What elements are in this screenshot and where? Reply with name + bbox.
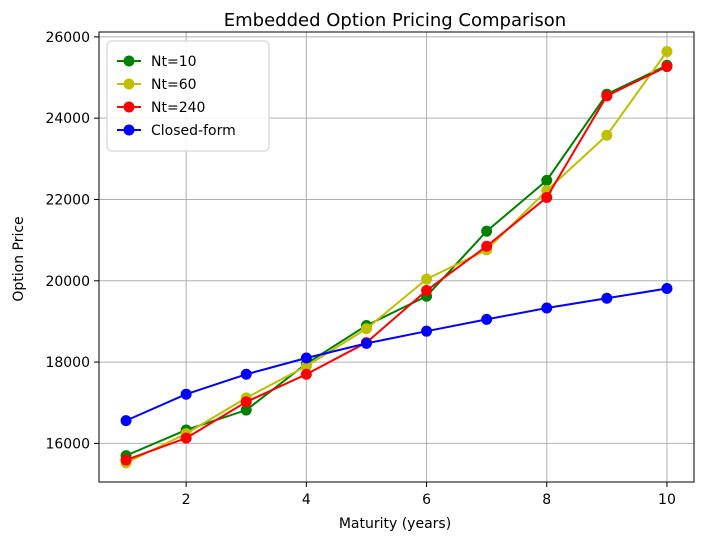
y-tick-label: 20000 <box>45 274 90 290</box>
y-tick-label: 22000 <box>45 192 90 208</box>
data-point-nt-10 <box>541 174 553 186</box>
data-point-closed-form <box>481 313 493 325</box>
y-tick-label: 24000 <box>45 111 90 127</box>
data-point-nt-240 <box>120 454 132 466</box>
x-axis-label: Maturity (years) <box>339 516 451 532</box>
legend-label-nt-60: Nt=60 <box>151 77 197 93</box>
series-line-closed-form <box>125 287 668 422</box>
y-axis-label: Option Price <box>11 216 27 301</box>
series-line-nt-240 <box>125 65 668 462</box>
data-point-nt-240 <box>180 432 192 444</box>
legend-marker-nt-240 <box>123 101 135 113</box>
grid-lines <box>99 32 694 482</box>
data-point-nt-60 <box>421 273 433 285</box>
data-point-closed-form <box>360 337 372 349</box>
legend: Nt=10 Nt=60 Nt=240 Closed-form <box>106 40 270 152</box>
series-line-nt-60 <box>125 50 668 464</box>
plot-frame <box>98 31 695 483</box>
data-point-nt-240 <box>601 90 613 102</box>
data-point-closed-form <box>180 388 192 400</box>
x-tick-label: 4 <box>302 492 311 508</box>
data-point-nt-240 <box>661 61 673 73</box>
legend-marker-closed-form <box>123 124 135 136</box>
axis-ticks: 2 4 6 8 10 16000 18000 20000 22000 24000 26000 <box>45 30 675 508</box>
y-tick-label: 26000 <box>45 30 90 46</box>
legend-box <box>106 40 270 152</box>
data-point-closed-form <box>661 283 673 295</box>
legend-label-nt-240: Nt=240 <box>151 100 205 116</box>
data-point-nt-60 <box>661 46 673 58</box>
data-point-closed-form <box>240 368 252 380</box>
data-point-nt-240 <box>421 285 433 297</box>
y-tick-label: 18000 <box>45 355 90 371</box>
data-point-nt-240 <box>481 240 493 252</box>
chart-title: Embedded Option Pricing Comparison <box>224 10 566 31</box>
x-tick-label: 10 <box>658 492 676 508</box>
data-point-closed-form <box>300 352 312 364</box>
data-point-nt-60 <box>360 323 372 335</box>
data-point-nt-240 <box>300 368 312 380</box>
data-point-nt-10 <box>481 225 493 237</box>
data-point-closed-form <box>120 415 132 427</box>
x-tick-label: 6 <box>422 492 431 508</box>
legend-marker-nt-60 <box>123 78 135 90</box>
legend-marker-nt-10 <box>123 55 135 67</box>
legend-label-closed-form: Closed-form <box>151 123 236 139</box>
data-point-closed-form <box>541 302 553 314</box>
y-tick-label: 16000 <box>45 436 90 452</box>
x-tick-label: 8 <box>542 492 551 508</box>
data-point-nt-240 <box>541 191 553 203</box>
series-group <box>120 46 673 469</box>
data-point-nt-60 <box>601 129 613 141</box>
data-point-closed-form <box>421 325 433 337</box>
data-point-nt-240 <box>240 396 252 408</box>
x-tick-label: 2 <box>182 492 191 508</box>
legend-label-nt-10: Nt=10 <box>151 54 197 70</box>
data-point-closed-form <box>601 292 613 304</box>
